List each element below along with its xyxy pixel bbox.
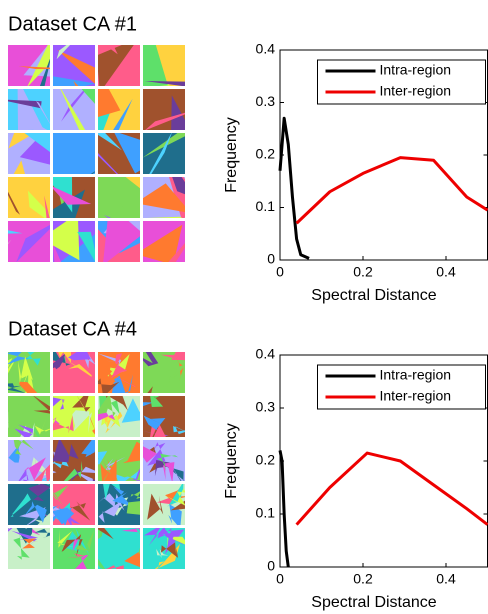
image-tile — [90, 440, 145, 485]
figure: Dataset CA #100.10.20.30.400.20.4Spectra… — [0, 0, 488, 614]
x-tick-label: 0.2 — [353, 264, 373, 280]
image-tile — [138, 385, 197, 449]
legend-label: Inter-region — [380, 388, 452, 404]
image-tile — [43, 339, 95, 393]
tile-shape — [68, 342, 92, 360]
y-tick-label: 0.4 — [256, 41, 276, 57]
y-tick-label: 0.3 — [256, 93, 276, 109]
panel-title: Dataset CA #4 — [8, 318, 137, 340]
image-tile — [86, 519, 151, 580]
y-tick-label: 0.2 — [256, 146, 276, 162]
y-tick-label: 0.2 — [256, 452, 276, 468]
y-tick-label: 0.3 — [256, 399, 276, 415]
image-grid — [0, 339, 197, 580]
y-axis-label: Frequency — [223, 423, 240, 499]
image-tile — [143, 482, 194, 529]
y-tick-label: 0 — [267, 251, 275, 267]
legend-label: Inter-region — [380, 83, 452, 99]
image-tile — [8, 476, 61, 533]
image-tile — [2, 395, 57, 448]
x-tick-label: 0.2 — [353, 571, 373, 587]
x-tick-label: 0 — [276, 571, 284, 587]
tile-shape — [194, 236, 219, 265]
y-tick-label: 0.4 — [256, 346, 276, 362]
x-axis-label: Spectral Distance — [311, 594, 436, 611]
image-tile — [134, 440, 186, 484]
tile-shape — [196, 21, 219, 51]
image-tile — [41, 388, 107, 442]
image-tile — [95, 387, 147, 437]
image-tile — [43, 431, 101, 485]
y-axis-label: Frequency — [223, 117, 240, 193]
image-tile — [0, 342, 50, 399]
tile-shape — [2, 404, 9, 429]
y-tick-label: 0 — [267, 558, 275, 574]
tile-shape — [184, 111, 213, 144]
y-tick-label: 0.1 — [256, 505, 276, 521]
tile-shape — [118, 264, 167, 278]
image-tile — [53, 527, 95, 572]
x-tick-label: 0.4 — [436, 264, 456, 280]
image-tile — [143, 522, 186, 571]
y-tick-label: 0.1 — [256, 198, 276, 214]
image-grid — [0, 15, 219, 288]
tile-bg — [143, 396, 185, 437]
legend-label: Intra-region — [380, 62, 452, 78]
image-tile — [138, 341, 192, 403]
x-tick-label: 0 — [276, 264, 284, 280]
x-tick-label: 0.4 — [436, 571, 456, 587]
x-axis-label: Spectral Distance — [311, 287, 436, 304]
panel-title: Dataset CA #1 — [8, 13, 137, 35]
tile-bg — [53, 133, 95, 174]
legend-label: Intra-region — [380, 367, 452, 383]
